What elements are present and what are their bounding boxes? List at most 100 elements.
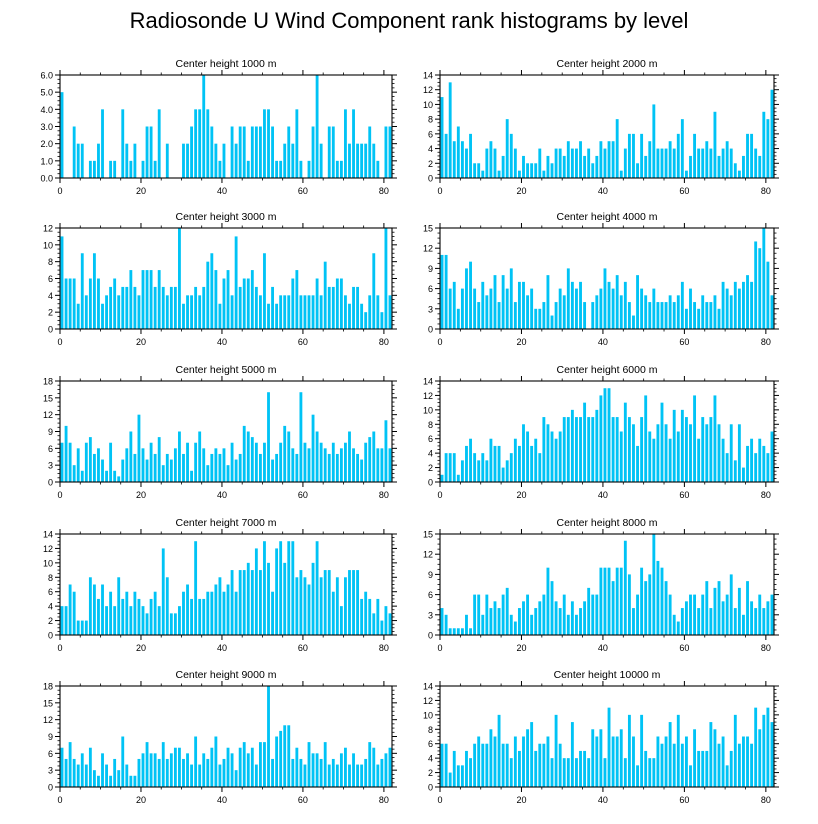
histogram-bar (178, 747, 181, 787)
x-tick-label: 0 (437, 643, 442, 653)
histogram-bar (538, 308, 542, 329)
histogram-bar (497, 608, 501, 635)
histogram-bar (153, 453, 157, 482)
histogram-bar (701, 594, 705, 635)
histogram-bar (84, 442, 88, 482)
histogram-bar (636, 594, 639, 635)
histogram-bar (109, 286, 113, 329)
y-tick-label: 6 (48, 749, 53, 759)
histogram-bar (709, 417, 713, 482)
x-tick-label: 20 (516, 490, 526, 500)
x-tick-label: 40 (217, 643, 227, 653)
histogram-bar (202, 448, 206, 482)
histogram-bar (360, 598, 364, 635)
histogram-bar (456, 628, 460, 635)
histogram-bar (109, 775, 113, 787)
histogram-bar (656, 302, 660, 329)
histogram-bar (283, 425, 287, 482)
histogram-bar (279, 730, 283, 787)
histogram-bar (689, 765, 692, 787)
histogram-bar (579, 608, 582, 635)
histogram-bar (149, 753, 153, 787)
histogram-bar (161, 742, 165, 787)
histogram-bar (339, 606, 343, 635)
histogram-bar (746, 133, 749, 178)
histogram-bar (303, 764, 307, 787)
histogram-bar (717, 308, 721, 329)
histogram-bar (92, 453, 96, 482)
histogram-bar (465, 268, 468, 329)
y-tick-label: 15 (423, 530, 433, 540)
histogram-bar (84, 764, 88, 787)
y-tick-label: 18 (43, 682, 53, 692)
histogram-bar (76, 448, 80, 482)
histogram-bar (335, 278, 339, 329)
histogram-bar (202, 286, 206, 329)
histogram-bar (530, 288, 534, 329)
histogram-bar (493, 445, 497, 482)
histogram-bar (656, 560, 660, 635)
histogram-bar (599, 288, 603, 329)
histogram-bar (713, 395, 717, 482)
histogram-bar (348, 143, 351, 178)
histogram-bar (319, 577, 323, 635)
histogram-bar (291, 758, 295, 787)
histogram-bar (348, 764, 351, 787)
histogram-bar (380, 758, 384, 787)
histogram-bar (664, 148, 668, 178)
histogram-bar (684, 601, 688, 635)
histogram-bar (517, 281, 521, 329)
x-tick-label: 20 (516, 795, 526, 805)
histogram-bar (575, 614, 578, 635)
histogram-bar (737, 170, 741, 178)
histogram-bar (178, 606, 181, 635)
histogram-bar (680, 119, 684, 178)
histogram-bar (287, 431, 291, 482)
histogram-bar (287, 295, 291, 329)
histogram-bar (505, 743, 509, 787)
histogram-bar (178, 228, 181, 329)
histogram-bar (186, 753, 189, 787)
histogram-bar (522, 736, 525, 787)
x-tick-label: 60 (298, 795, 308, 805)
histogram-bar (595, 295, 599, 329)
panel-title: Center height 2000 m (557, 58, 658, 70)
histogram-bar (254, 548, 258, 635)
x-tick-label: 60 (679, 643, 689, 653)
histogram-bar (570, 148, 574, 178)
histogram-bar (501, 594, 505, 635)
histogram-bar (534, 163, 538, 178)
histogram-bar (676, 431, 680, 482)
histogram-bar (117, 476, 121, 482)
histogram-bar (452, 281, 456, 329)
histogram-bar (157, 758, 161, 787)
histogram-bar (307, 584, 311, 635)
histogram-bar (64, 606, 68, 635)
histogram-bar (766, 601, 770, 635)
histogram-bar (676, 714, 680, 787)
histogram-bar (672, 743, 676, 787)
histogram-bar (733, 460, 737, 482)
histogram-bar (493, 275, 497, 329)
y-tick-label: 12 (423, 391, 433, 401)
histogram-bar (141, 753, 145, 787)
y-tick-label: 4 (428, 449, 433, 459)
y-tick-label: 10 (43, 240, 53, 250)
histogram-bar (627, 302, 631, 329)
histogram-bar (344, 295, 347, 329)
histogram-bar (121, 598, 125, 635)
histogram-bar (384, 126, 388, 178)
y-tick-label: 4 (428, 144, 433, 154)
histogram-bar (161, 465, 165, 482)
histogram-bar (456, 126, 460, 178)
histogram-bar (652, 438, 656, 482)
histogram-bar (725, 288, 729, 329)
histogram-bar (80, 620, 84, 635)
histogram-bar (368, 437, 372, 482)
histogram-bar (575, 288, 578, 329)
histogram-bar (230, 753, 234, 787)
histogram-bar (315, 541, 319, 635)
histogram-bar (92, 160, 96, 178)
x-tick-label: 40 (598, 490, 608, 500)
histogram-bar (591, 417, 595, 482)
